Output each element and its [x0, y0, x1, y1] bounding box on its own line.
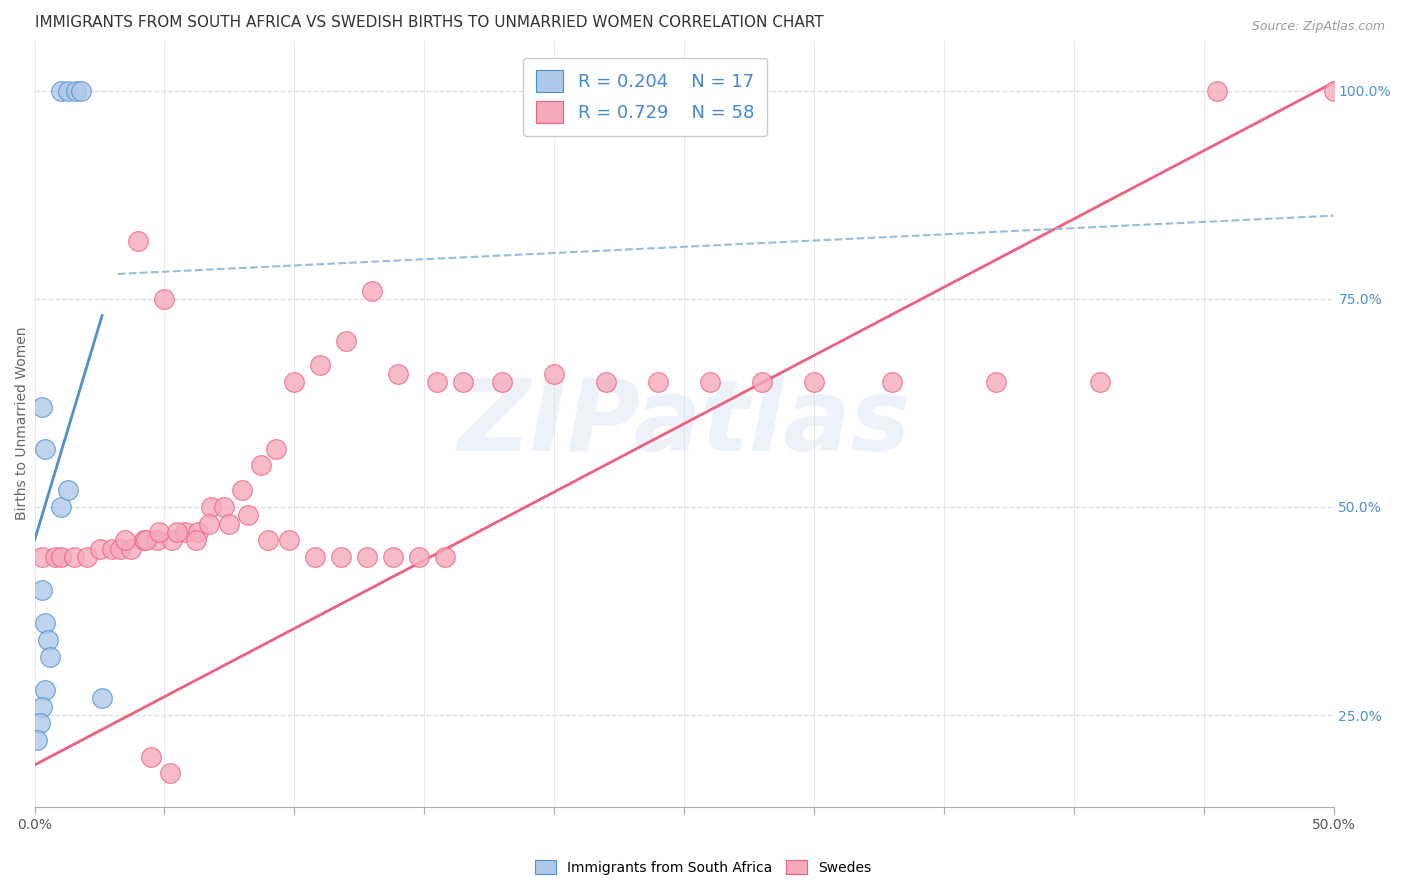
Point — [1088, 375, 1111, 389]
Point — [387, 367, 409, 381]
Point — [31, 699, 53, 714]
Point — [159, 766, 181, 780]
Point — [984, 375, 1007, 389]
Point — [361, 284, 384, 298]
Point — [647, 375, 669, 389]
Point — [31, 583, 53, 598]
Point — [249, 458, 271, 473]
Point — [58, 84, 80, 98]
Point — [31, 549, 53, 564]
Point — [34, 683, 56, 698]
Point — [62, 549, 84, 564]
Point — [135, 533, 157, 548]
Point — [162, 533, 184, 548]
Point — [34, 442, 56, 456]
Point — [148, 524, 170, 539]
Point — [49, 84, 72, 98]
Point — [132, 533, 155, 548]
Point — [145, 533, 167, 548]
Point — [264, 442, 287, 456]
Point — [184, 533, 207, 548]
Legend: Immigrants from South Africa, Swedes: Immigrants from South Africa, Swedes — [530, 855, 876, 880]
Point — [434, 549, 457, 564]
Point — [187, 524, 209, 539]
Point — [114, 533, 136, 548]
Point — [231, 483, 253, 498]
Point — [49, 500, 72, 514]
Point — [120, 541, 142, 556]
Point — [49, 549, 72, 564]
Point — [880, 375, 903, 389]
Point — [39, 649, 62, 664]
Legend: R = 0.204    N = 17, R = 0.729    N = 58: R = 0.204 N = 17, R = 0.729 N = 58 — [523, 58, 766, 136]
Point — [58, 483, 80, 498]
Point — [44, 549, 66, 564]
Point — [257, 533, 280, 548]
Point — [1322, 84, 1344, 98]
Text: IMMIGRANTS FROM SOUTH AFRICA VS SWEDISH BIRTHS TO UNMARRIED WOMEN CORRELATION CH: IMMIGRANTS FROM SOUTH AFRICA VS SWEDISH … — [35, 15, 823, 30]
Point — [330, 549, 353, 564]
Point — [595, 375, 617, 389]
Point — [304, 549, 326, 564]
Point — [101, 541, 124, 556]
Point — [37, 633, 59, 648]
Point — [236, 508, 259, 523]
Point — [91, 691, 114, 706]
Point — [356, 549, 378, 564]
Point — [70, 84, 93, 98]
Point — [153, 292, 176, 306]
Point — [218, 516, 240, 531]
Y-axis label: Births to Unmarried Women: Births to Unmarried Women — [15, 327, 30, 521]
Point — [283, 375, 305, 389]
Point — [543, 367, 565, 381]
Point — [65, 84, 87, 98]
Point — [451, 375, 474, 389]
Point — [803, 375, 825, 389]
Point — [751, 375, 773, 389]
Point — [200, 500, 222, 514]
Point — [699, 375, 721, 389]
Point — [89, 541, 111, 556]
Point — [335, 334, 357, 348]
Point — [382, 549, 405, 564]
Point — [25, 733, 48, 747]
Point — [34, 616, 56, 631]
Point — [491, 375, 513, 389]
Point — [278, 533, 301, 548]
Point — [174, 524, 197, 539]
Point — [197, 516, 219, 531]
Point — [28, 716, 51, 731]
Point — [166, 524, 188, 539]
Point — [408, 549, 430, 564]
Text: Source: ZipAtlas.com: Source: ZipAtlas.com — [1251, 20, 1385, 33]
Point — [141, 749, 163, 764]
Point — [212, 500, 235, 514]
Point — [31, 400, 53, 414]
Text: ZIPatlas: ZIPatlas — [457, 376, 911, 472]
Point — [76, 549, 98, 564]
Point — [110, 541, 132, 556]
Point — [1205, 84, 1227, 98]
Point — [309, 359, 332, 373]
Point — [127, 234, 149, 248]
Point — [426, 375, 449, 389]
